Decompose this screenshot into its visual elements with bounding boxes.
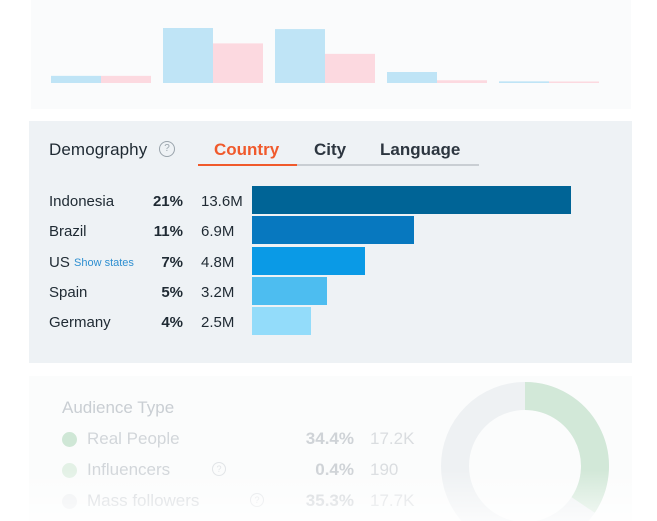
help-icon[interactable]: ? <box>250 493 264 507</box>
country-bar <box>252 216 414 245</box>
audience-donut-chart <box>441 382 609 521</box>
audience-count: 17.7K <box>370 491 415 510</box>
audience-label: Influencers <box>87 460 171 479</box>
country-percent: 4% <box>161 314 183 332</box>
mini-bar-blue <box>499 81 549 83</box>
followers-bar-chart <box>51 28 599 84</box>
demography-title: Demography <box>49 140 148 159</box>
country-count: 3.2M <box>201 283 235 301</box>
followers-chart-card <box>31 0 631 109</box>
country-row: Brazil 11% 6.9M <box>29 216 632 247</box>
tab-language[interactable]: Language <box>380 140 461 159</box>
active-tab-indicator <box>198 164 297 166</box>
country-percent: 21% <box>152 193 183 210</box>
audience-percent: 0.4% <box>315 460 354 479</box>
country-row: Germany 4% 2.5M <box>29 307 632 338</box>
audience-count: 17.2K <box>370 429 415 448</box>
audience-label: Mass followers <box>87 491 200 510</box>
legend-dot-icon <box>62 463 77 478</box>
help-icon[interactable]: ? <box>212 462 226 476</box>
donut-slice <box>524 382 609 513</box>
audience-row: Influencers? 0.4% 190 <box>62 460 462 480</box>
legend-dot-icon <box>62 494 77 509</box>
tab-country[interactable]: Country <box>214 140 280 159</box>
mini-bar-pink <box>437 80 487 83</box>
country-name: Brazil <box>49 223 87 241</box>
audience-percent: 35.3% <box>305 491 354 510</box>
legend-dot-icon <box>62 432 77 447</box>
country-bar <box>252 186 571 214</box>
country-name: Spain <box>49 283 88 301</box>
audience-count: 190 <box>370 460 399 479</box>
country-bar <box>252 307 311 336</box>
mini-bar-blue <box>163 28 213 83</box>
mini-bar-pink <box>101 75 151 83</box>
audience-type-title: Audience Type <box>62 398 175 417</box>
country-row: Indonesia 21% 13.6M <box>29 186 632 217</box>
mini-bar-pink <box>213 43 263 83</box>
country-bar <box>252 246 365 275</box>
country-percent: 5% <box>161 283 183 301</box>
tab-city[interactable]: City <box>314 140 347 159</box>
tabs-divider <box>198 164 479 166</box>
country-name: Germany <box>49 314 111 332</box>
help-icon[interactable]: ? <box>159 141 175 157</box>
country-row: Spain 5% 3.2M <box>29 276 632 308</box>
country-name: Indonesia <box>49 193 115 210</box>
country-row: US Show states 7% 4.8M <box>29 246 632 278</box>
country-count: 2.5M <box>201 314 235 332</box>
audience-row: Mass followers? 35.3% 17.7K <box>62 491 462 511</box>
audience-percent: 34.4% <box>305 429 354 448</box>
mini-bar-pink <box>325 53 375 83</box>
country-percent: 7% <box>161 253 183 271</box>
audience-type-card: Audience Type Real People 34.4% 17.2K Influ… <box>29 376 632 521</box>
show-states-link[interactable]: Show states <box>74 256 134 269</box>
country-count: 6.9M <box>201 223 235 241</box>
country-bar <box>252 276 328 305</box>
mini-bar-blue <box>275 29 325 84</box>
audience-row: Real People 34.4% 17.2K <box>62 429 462 449</box>
mini-bar-blue <box>51 75 101 83</box>
country-count: 13.6M <box>201 193 243 210</box>
audience-label: Real People <box>87 429 180 448</box>
country-percent: 11% <box>153 223 183 241</box>
mini-bar-pink <box>549 81 599 83</box>
demography-card: Demography ? Country City Language Indon… <box>29 121 632 363</box>
country-name: US <box>49 253 70 271</box>
mini-bar-blue <box>387 72 437 83</box>
country-count: 4.8M <box>201 253 235 271</box>
